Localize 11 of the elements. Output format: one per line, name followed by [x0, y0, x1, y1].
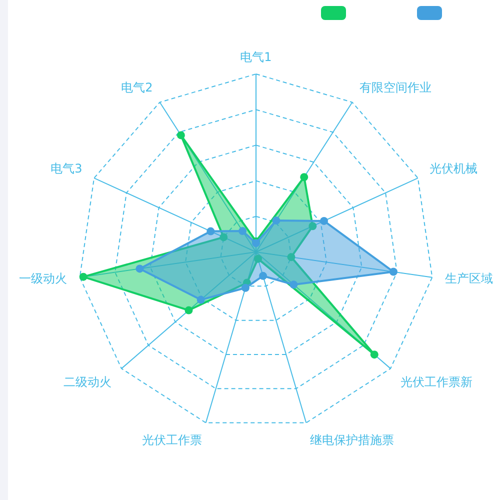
- spoke-label: 电气3: [50, 162, 82, 176]
- spoke-label: 有限空间作业: [359, 80, 432, 94]
- spoke-label: 二级动火: [64, 374, 112, 389]
- spoke-label: 继电保护措施票: [310, 433, 394, 448]
- spoke-label: 光伏工作票新: [400, 374, 472, 389]
- spoke-label: 电气2: [121, 80, 153, 94]
- spoke-label: 一级动火: [18, 271, 67, 286]
- spoke-label: 生产区域: [445, 271, 494, 286]
- spoke-label: 电气1: [240, 50, 272, 64]
- spoke-label: 光伏工作票: [142, 433, 202, 448]
- spoke-label: 光伏机械: [430, 162, 478, 176]
